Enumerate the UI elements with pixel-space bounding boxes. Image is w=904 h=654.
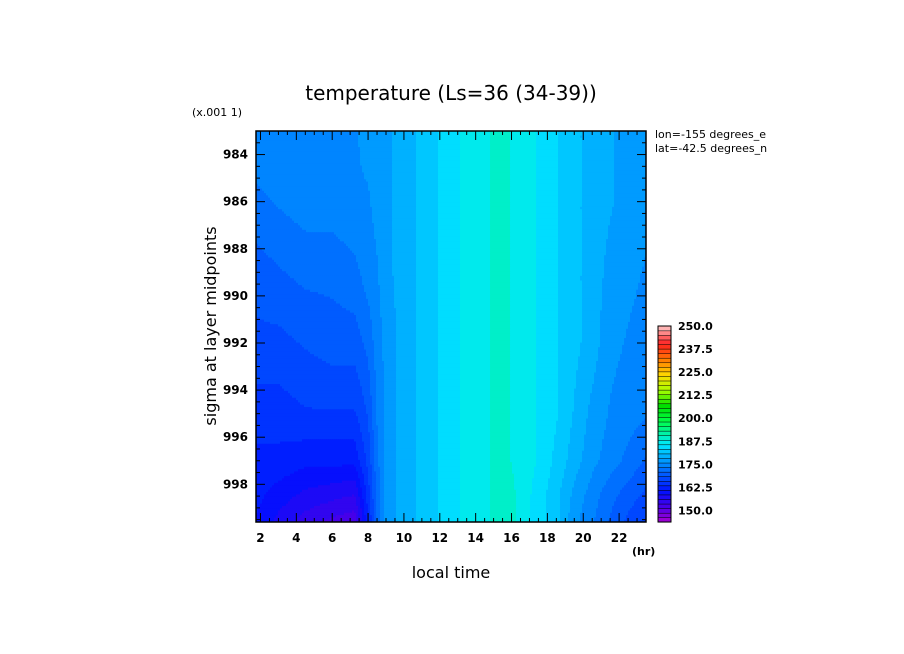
temperature-contour-field bbox=[256, 131, 647, 523]
y-scale-note: (x.001 1) bbox=[192, 106, 242, 119]
chart-title: temperature (Ls=36 (34-39)) bbox=[305, 81, 597, 105]
